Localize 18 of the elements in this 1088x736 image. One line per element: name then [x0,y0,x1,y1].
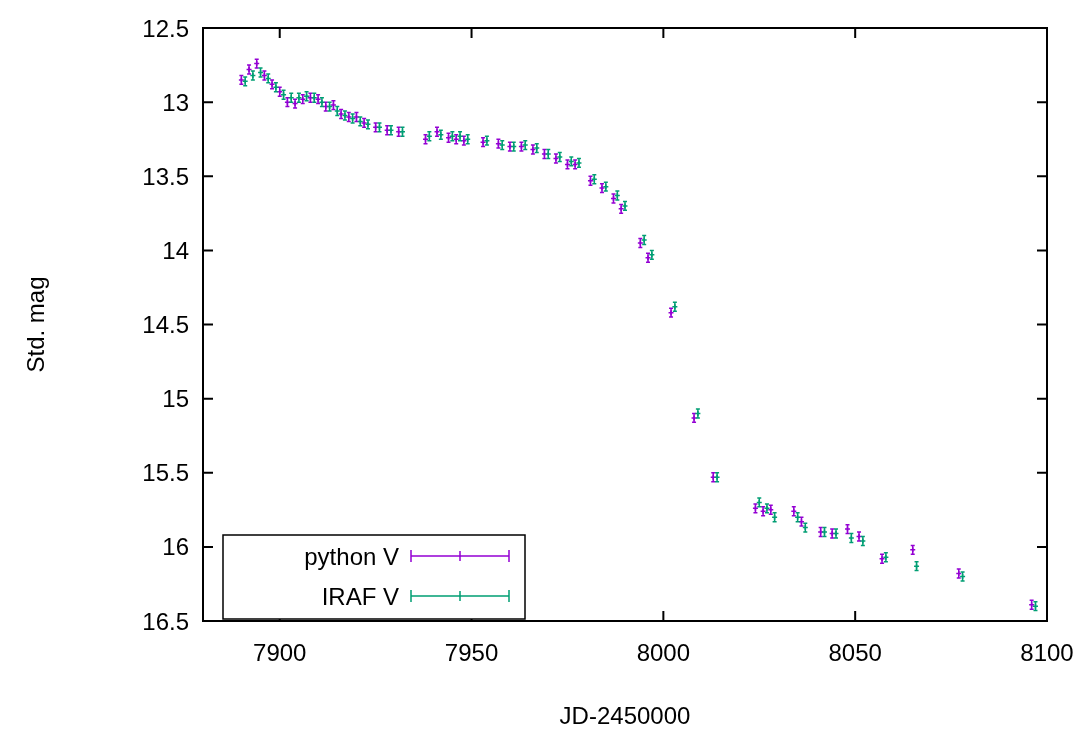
x-tick-label: 8050 [828,639,882,666]
y-tick-label: 16.5 [142,607,189,635]
y-tick-label: 15.5 [142,459,189,487]
x-tick-label: 7950 [444,639,499,666]
y-tick-label: 15 [162,385,189,413]
x-tick-label: 8000 [636,639,691,666]
y-tick-label: 14 [162,236,189,264]
y-tick-label: 13.5 [142,162,189,190]
y-tick-label: 13 [162,88,189,116]
legend-label: python V [304,542,399,570]
x-tick-label: 7900 [253,639,307,666]
legend-label: IRAF V [321,582,399,610]
y-tick-label: 12.5 [142,14,189,42]
y-tick-label: 14.5 [142,311,189,338]
x-axis-title: JD-2450000 [559,702,691,729]
x-tick-label: 8100 [1020,639,1074,666]
y-axis-title: Std. mag [22,276,49,373]
y-tick-label: 16 [162,533,189,561]
